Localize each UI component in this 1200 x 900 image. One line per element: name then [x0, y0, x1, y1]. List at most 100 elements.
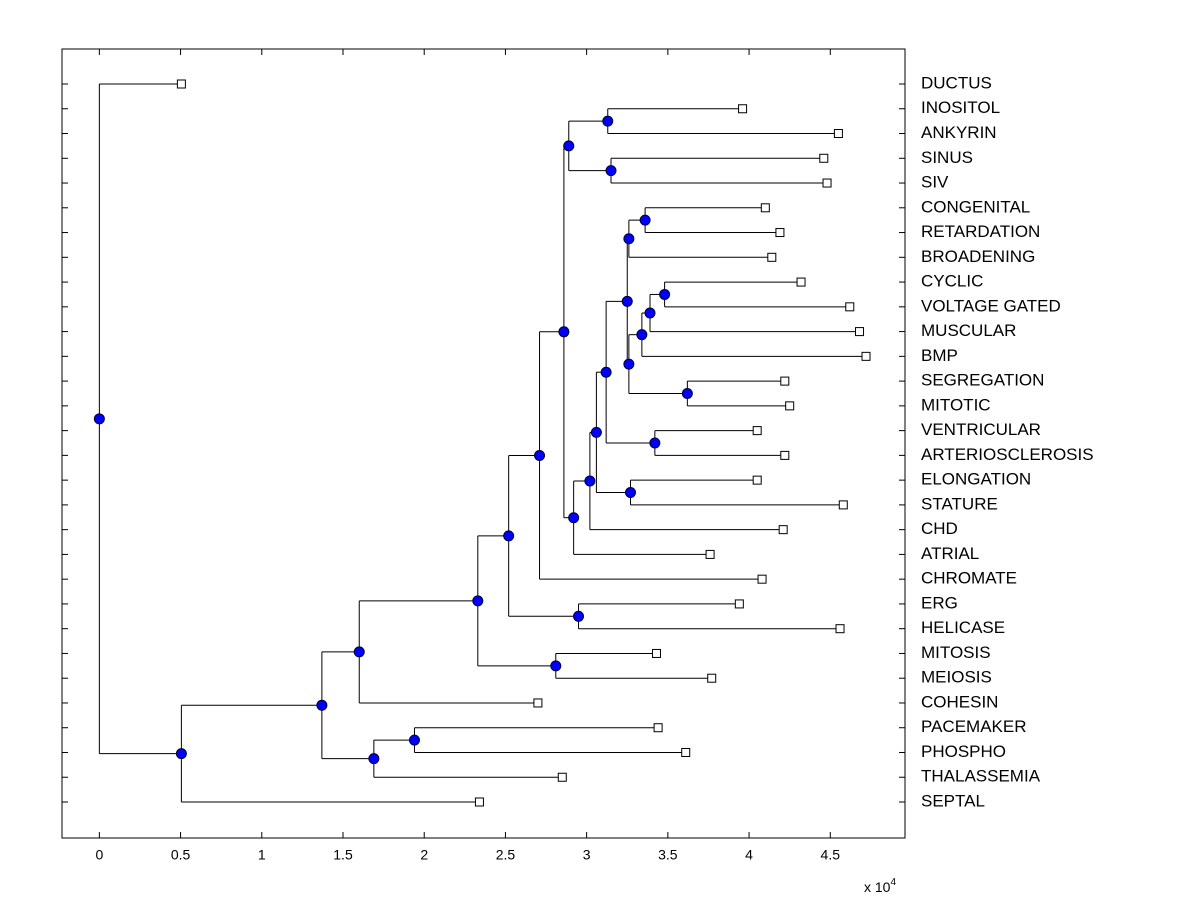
axis-multiplier: x 104 — [864, 877, 896, 895]
internal-node — [600, 366, 612, 378]
leaf-label: BROADENING — [921, 247, 1035, 266]
x-tick-label: 3.5 — [658, 847, 678, 863]
internal-node — [605, 165, 617, 177]
leaf-label: THALASSEMIA — [921, 767, 1041, 786]
leaf-node — [845, 302, 855, 312]
internal-node — [590, 426, 602, 438]
x-tick-label: 4 — [745, 847, 753, 863]
leaf-label: COHESIN — [921, 692, 998, 711]
leaf-label: CHROMATE — [921, 569, 1017, 588]
multiplier-base: x 10 — [864, 879, 891, 895]
leaf-label: ATRIAL — [921, 544, 979, 563]
leaf-node — [681, 747, 691, 757]
x-tick-label: 1.5 — [333, 847, 353, 863]
leaf-label: INOSITOL — [921, 98, 1000, 117]
leaf-label: CHD — [921, 519, 958, 538]
leaf-node — [752, 475, 762, 485]
leaf-node — [651, 648, 661, 658]
plot-frame — [61, 48, 906, 839]
leaf-node — [557, 772, 567, 782]
leaf-label: ELONGATION — [921, 470, 1031, 489]
leaf-node — [738, 104, 748, 114]
internal-node — [368, 753, 380, 765]
internal-node — [573, 610, 585, 622]
internal-node — [659, 288, 671, 300]
internal-node — [472, 595, 484, 607]
internal-node — [563, 140, 575, 152]
internal-node — [353, 646, 365, 658]
leaf-node — [833, 129, 843, 139]
multiplier-exponent: 4 — [890, 877, 896, 888]
leaf-node — [752, 426, 762, 436]
leaf-label: SEGREGATION — [921, 371, 1044, 390]
x-tick-label: 1 — [258, 847, 266, 863]
leaf-label: STATURE — [921, 494, 998, 513]
leaf-label: DUCTUS — [921, 73, 992, 92]
leaf-label: RETARDATION — [921, 222, 1040, 241]
internal-node — [636, 329, 648, 341]
leaf-label: CYCLIC — [921, 272, 983, 291]
leaf-node — [734, 599, 744, 609]
leaf-node — [780, 450, 790, 460]
leaf-node — [533, 698, 543, 708]
leaf-node — [861, 351, 871, 361]
x-tick-label: 2.5 — [496, 847, 516, 863]
leaf-label: BMP — [921, 346, 958, 365]
internal-node — [558, 326, 570, 338]
internal-node — [649, 437, 661, 449]
leaf-label: VOLTAGE GATED — [921, 296, 1061, 315]
leaf-node — [705, 549, 715, 559]
internal-node — [534, 449, 546, 461]
leaf-label: PACEMAKER — [921, 717, 1027, 736]
internal-node — [624, 487, 636, 499]
internal-node — [639, 214, 651, 226]
leaf-label: SEPTAL — [921, 791, 985, 810]
leaf-node — [780, 376, 790, 386]
leaf-node — [767, 252, 777, 262]
leaf-label: MEIOSIS — [921, 668, 992, 687]
leaf-node — [176, 79, 186, 89]
leaf-label: ARTERIOSCLEROSIS — [921, 445, 1094, 464]
leaf-label: MUSCULAR — [921, 321, 1016, 340]
internal-node — [623, 233, 635, 245]
internal-node — [681, 387, 693, 399]
internal-node — [584, 475, 596, 487]
internal-node — [644, 307, 656, 319]
leaf-label: ANKYRIN — [921, 123, 997, 142]
leaf-node — [778, 525, 788, 535]
leaf-node — [785, 401, 795, 411]
leaf-label: CONGENITAL — [921, 197, 1030, 216]
internal-node — [503, 530, 515, 542]
leaf-node — [474, 797, 484, 807]
x-tick-label: 3 — [583, 847, 591, 863]
leaf-node — [838, 500, 848, 510]
x-tick-label: 0 — [95, 847, 103, 863]
leaf-node — [796, 277, 806, 287]
internal-node — [621, 295, 633, 307]
leaf-label: HELICASE — [921, 618, 1005, 637]
leaf-node — [653, 723, 663, 733]
internal-node — [602, 115, 614, 127]
leaf-label: ERG — [921, 593, 958, 612]
internal-node — [93, 413, 105, 425]
leaf-label: PHOSPHO — [921, 742, 1006, 761]
leaf-node — [835, 624, 845, 634]
leaf-label: MITOSIS — [921, 643, 991, 662]
leaf-node — [819, 153, 829, 163]
leaf-label: MITOTIC — [921, 395, 991, 414]
x-tick-label: 2 — [420, 847, 428, 863]
internal-node — [316, 699, 328, 711]
internal-node — [175, 748, 187, 760]
leaf-node — [760, 203, 770, 213]
internal-node — [568, 512, 580, 524]
x-tick-label: 0.5 — [171, 847, 191, 863]
leaf-label: SIV — [921, 173, 949, 192]
leaf-node — [757, 574, 767, 584]
leaf-node — [822, 178, 832, 188]
x-tick-label: 4.5 — [821, 847, 841, 863]
leaf-node — [707, 673, 717, 683]
leaf-label: VENTRICULAR — [921, 420, 1041, 439]
internal-node — [623, 358, 635, 370]
